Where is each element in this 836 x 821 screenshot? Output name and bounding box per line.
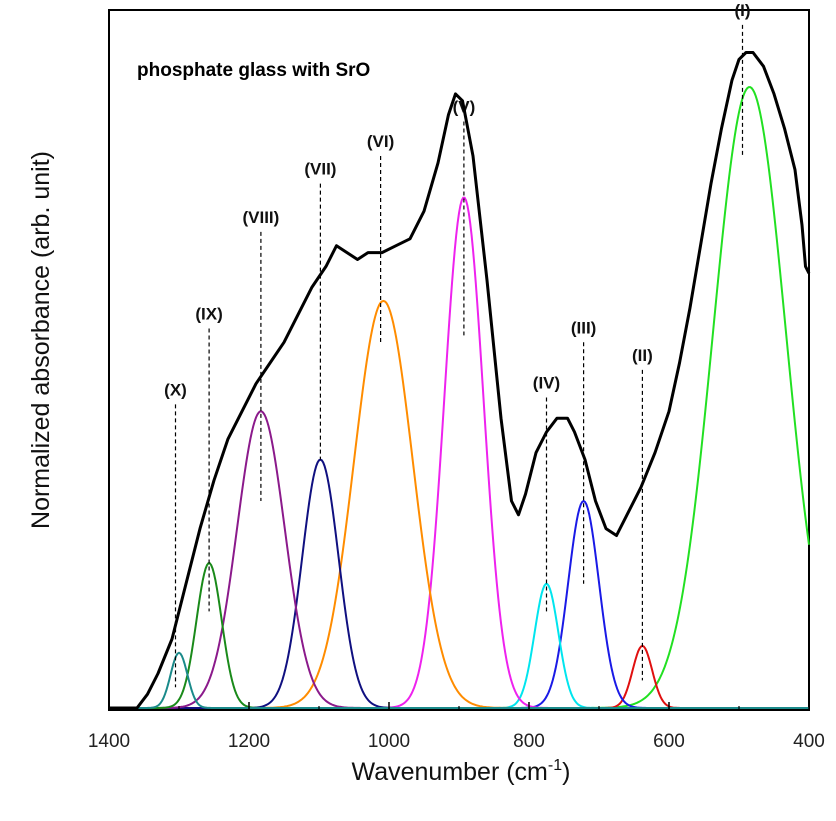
x-tick-label-600: 600 xyxy=(653,731,685,752)
peak-curve-7 xyxy=(109,458,809,709)
peak-label-10: (X) xyxy=(164,380,187,399)
peak-label-8: (VIII) xyxy=(242,208,279,227)
peak-curve-4 xyxy=(109,583,809,709)
peak-label-3: (III) xyxy=(571,318,597,337)
annotation-text: phosphate glass with SrO xyxy=(137,60,370,81)
spectrum xyxy=(109,51,811,710)
peak-label-7: (VII) xyxy=(304,160,336,179)
peak-curve-2 xyxy=(109,644,809,709)
y-axis-title: Normalized absorbance (arb. unit) xyxy=(27,151,55,529)
peak-curve-3 xyxy=(109,499,809,709)
peak-label-4: (IV) xyxy=(533,374,560,393)
x-tick-label-1000: 1000 xyxy=(368,731,410,752)
x-tick-label-800: 800 xyxy=(513,731,545,752)
peak-curve-1 xyxy=(109,86,810,709)
peak-curves xyxy=(109,86,810,709)
peak-label-1: (I) xyxy=(734,1,750,20)
peak-label-9: (IX) xyxy=(195,305,222,324)
x-tick-label-1400: 1400 xyxy=(88,731,130,752)
peak-label-2: (II) xyxy=(632,346,653,365)
peak-curve-10 xyxy=(109,651,809,709)
x-axis-title-main: Wavenumber (cm xyxy=(352,758,548,786)
x-tick-label-1200: 1200 xyxy=(228,731,270,752)
peak-label-6: (VI) xyxy=(367,132,394,151)
peak-curve-5 xyxy=(109,196,809,709)
x-axis-title: Wavenumber (cm-1) xyxy=(352,757,571,786)
peak-curve-9 xyxy=(109,562,809,709)
peak-curve-6 xyxy=(109,299,809,709)
x-tick-label-400: 400 xyxy=(793,731,825,752)
x-ticks: 1400 1200 1000 800 600 400 xyxy=(88,702,825,752)
x-axis-title-close: ) xyxy=(562,758,570,786)
peak-curve-8 xyxy=(109,410,809,709)
spectrum-line xyxy=(109,51,811,710)
peak-markers: (I)(II)(III)(IV)(V)(VI)(VII)(VIII)(IX)(X… xyxy=(164,1,751,688)
x-axis-title-sup: -1 xyxy=(548,757,562,774)
